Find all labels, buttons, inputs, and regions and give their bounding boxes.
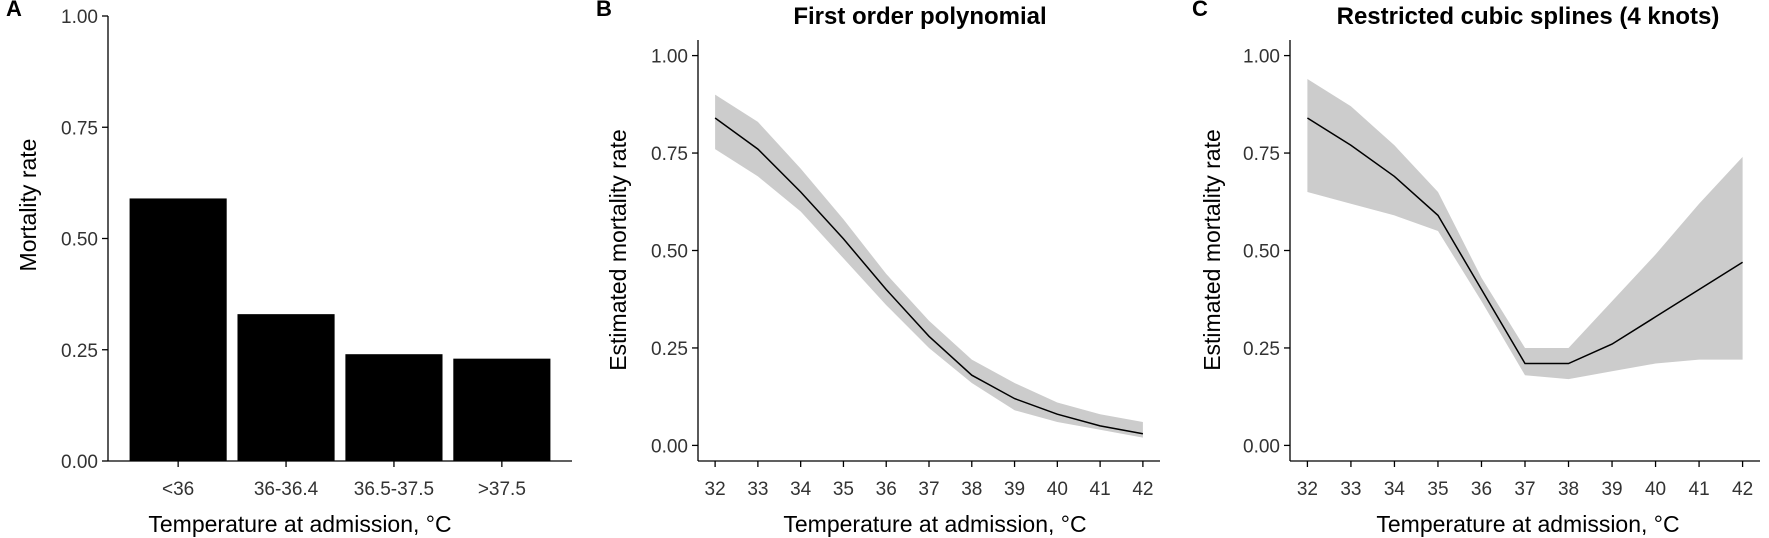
- x-tick-label: >37.5: [478, 479, 526, 500]
- x-tick-label: 41: [1090, 479, 1111, 500]
- panel-b-plot-area: 0.00 0.25 0.50 0.75 1.00 32 33 34 35 36 37 38 39 40 41…: [651, 40, 1160, 500]
- x-tick-label: 36: [1471, 479, 1492, 500]
- panel-b-x-axis-title: Temperature at admission, °C: [783, 511, 1086, 537]
- panel-b: B First order polynomial Estimated morta…: [596, 0, 1160, 537]
- y-tick-label: 0.00: [651, 436, 688, 457]
- x-tick-label: 34: [1384, 479, 1406, 500]
- x-tick-label: 34: [790, 479, 812, 500]
- bar: [345, 354, 443, 461]
- y-tick-label: 0.25: [1243, 339, 1280, 360]
- y-tick-label: 0.50: [651, 242, 688, 263]
- panel-b-title: First order polynomial: [793, 3, 1046, 30]
- x-tick-label: 37: [918, 479, 939, 500]
- y-tick-label: 0.00: [1243, 436, 1280, 457]
- x-tick-label: 38: [1558, 479, 1579, 500]
- x-tick-label: 38: [961, 479, 982, 500]
- y-tick-label: 0.25: [61, 341, 98, 362]
- y-tick-label: 1.00: [651, 47, 688, 68]
- x-tick-label: 36.5-37.5: [354, 479, 434, 500]
- x-tick-label: 40: [1047, 479, 1068, 500]
- x-tick-label: 36: [876, 479, 897, 500]
- bar: [237, 314, 335, 461]
- panel-c-x-axis-title: Temperature at admission, °C: [1376, 511, 1679, 537]
- panel-c-plot-area: 0.00 0.25 0.50 0.75 1.00 32 33 34 35 36 37 38 39 40 41…: [1243, 40, 1760, 500]
- panel-a-y-axis-title: Mortality rate: [15, 139, 41, 272]
- x-tick-label: 36-36.4: [254, 479, 319, 500]
- panel-a-plot-area: 0.00 0.25 0.50 0.75 1.00 <36 36-36.4 36.5-37.5 >…: [61, 7, 572, 500]
- panel-a-letter: A: [6, 0, 22, 21]
- x-tick-label: 42: [1132, 479, 1153, 500]
- panel-b-letter: B: [596, 0, 612, 21]
- x-tick-label: 33: [747, 479, 768, 500]
- x-tick-label: 39: [1601, 479, 1622, 500]
- confidence-band: [715, 94, 1143, 438]
- y-tick-label: 1.00: [61, 7, 98, 28]
- x-tick-label: <36: [162, 479, 194, 500]
- panel-c-y-axis-title: Estimated mortality rate: [1199, 129, 1225, 371]
- y-tick-label: 1.00: [1243, 47, 1280, 68]
- y-tick-label: 0.75: [1243, 144, 1280, 165]
- y-tick-label: 0.50: [61, 230, 98, 251]
- y-tick-label: 0.25: [651, 339, 688, 360]
- x-tick-label: 42: [1732, 479, 1753, 500]
- y-tick-label: 0.75: [651, 144, 688, 165]
- estimate-line: [1307, 117, 1743, 365]
- x-tick-label: 40: [1645, 479, 1666, 500]
- x-tick-label: 41: [1689, 479, 1710, 500]
- x-tick-label: 35: [1427, 479, 1448, 500]
- estimate-line: [714, 117, 1144, 435]
- panel-c-letter: C: [1192, 0, 1208, 21]
- x-tick-label: 35: [833, 479, 854, 500]
- panel-c-title: Restricted cubic splines (4 knots): [1337, 3, 1720, 30]
- x-tick-label: 37: [1514, 479, 1535, 500]
- y-tick-label: 0.50: [1243, 242, 1280, 263]
- confidence-band: [1307, 79, 1743, 380]
- x-tick-label: 32: [705, 479, 726, 500]
- panel-b-y-axis-title: Estimated mortality rate: [605, 129, 631, 371]
- panel-c: C Restricted cubic splines (4 knots) Est…: [1192, 0, 1760, 537]
- y-tick-label: 0.00: [61, 452, 98, 473]
- x-tick-label: 33: [1340, 479, 1361, 500]
- panel-a-x-axis-title: Temperature at admission, °C: [148, 511, 451, 537]
- x-tick-label: 39: [1004, 479, 1025, 500]
- y-tick-label: 0.75: [61, 118, 98, 139]
- x-tick-label: 32: [1297, 479, 1318, 500]
- panel-a: A Mortality rate Temperature at admissio…: [6, 0, 572, 537]
- bar: [453, 358, 551, 461]
- bar: [129, 198, 227, 461]
